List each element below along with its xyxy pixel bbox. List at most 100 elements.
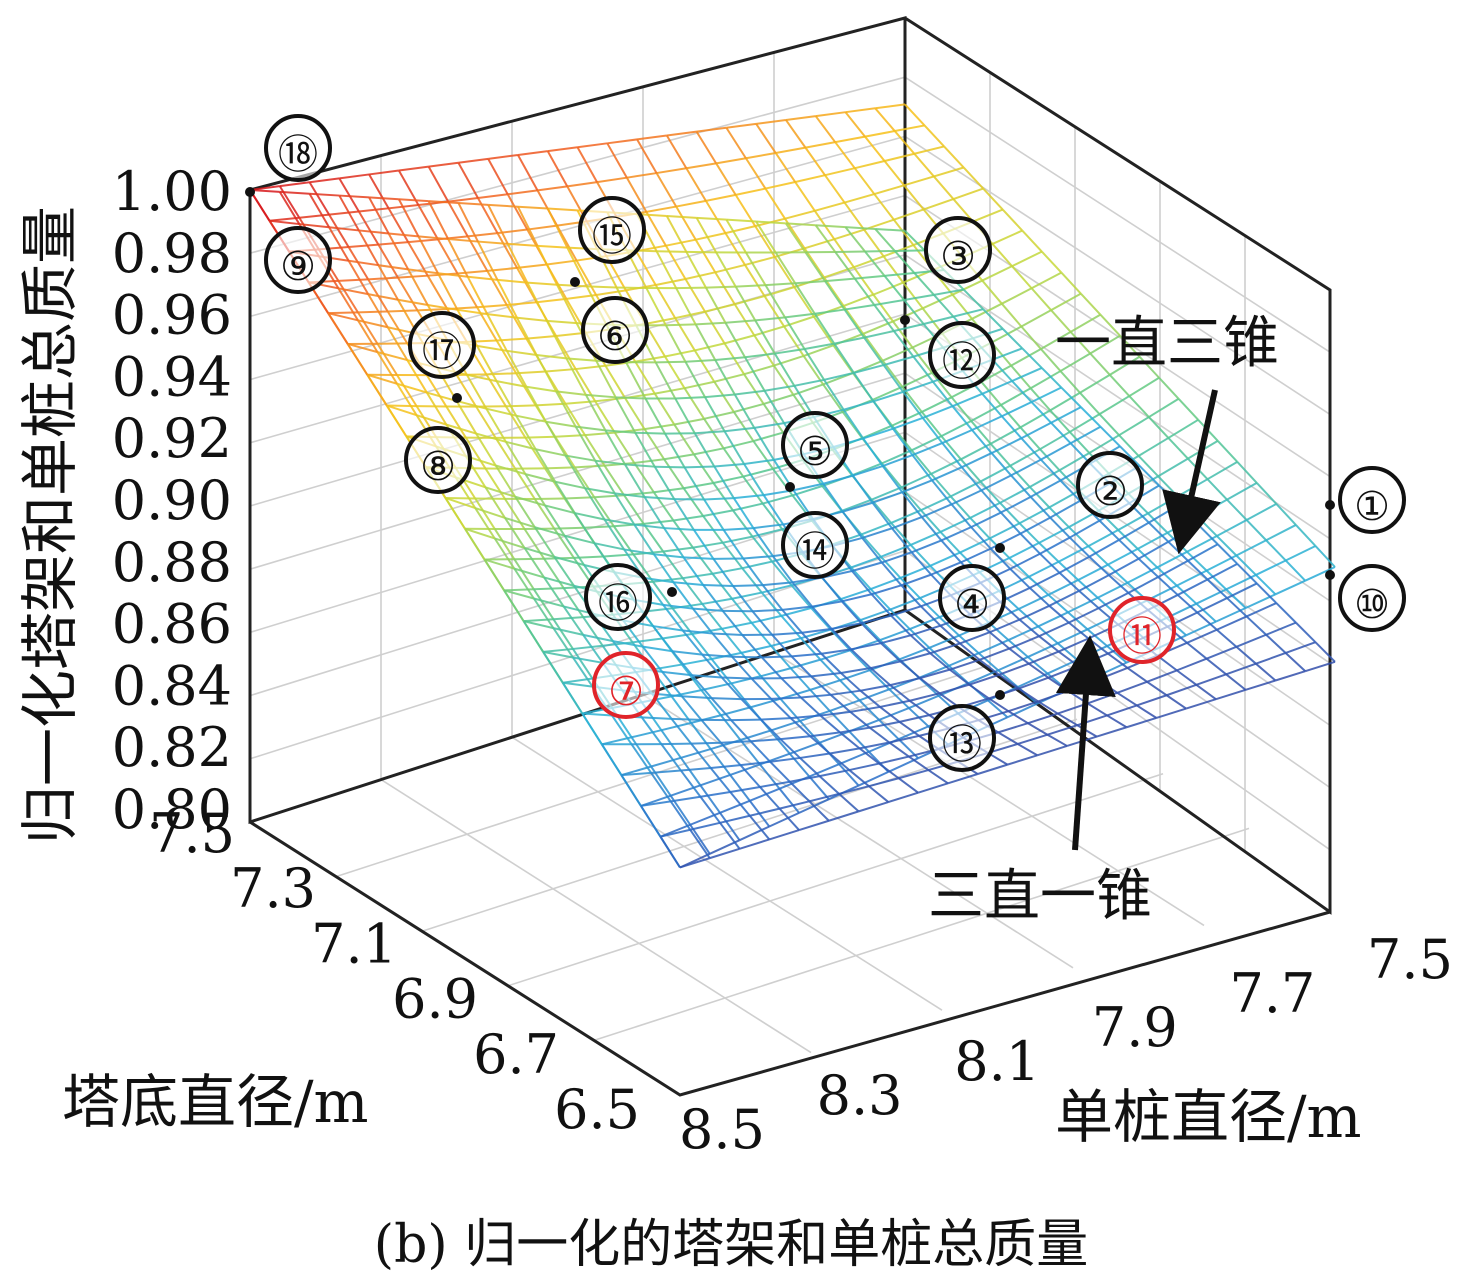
mesh-segment: [533, 597, 564, 608]
point-marker: ③: [924, 216, 992, 284]
y-tick-label: 7.5: [1367, 928, 1453, 991]
marker-ring: [928, 321, 996, 389]
mesh-segment: [715, 157, 747, 165]
mesh-segment: [1069, 431, 1091, 454]
mesh-segment: [607, 138, 638, 145]
mesh-segment: [696, 126, 727, 133]
mesh-segment: [880, 634, 911, 645]
mesh-segment: [643, 576, 674, 584]
mesh-segment: [643, 496, 665, 529]
mesh-segment: [357, 229, 380, 266]
mesh-segment: [1050, 422, 1072, 444]
mesh-segment: [878, 707, 910, 721]
mesh-segment: [1088, 555, 1110, 576]
mesh-segment: [939, 683, 970, 695]
marker-ring: [581, 296, 649, 364]
mesh-segment: [1048, 590, 1080, 607]
mesh-segment: [771, 560, 793, 586]
mesh-segment: [893, 330, 915, 358]
mesh-segment: [909, 699, 930, 716]
mesh-segment: [842, 409, 865, 440]
mesh-segment: [337, 280, 359, 313]
mesh-segment: [871, 502, 893, 529]
mesh-segment: [749, 807, 780, 817]
mesh-segment: [834, 228, 865, 241]
mesh-segment: [513, 558, 535, 590]
mesh-segment: [553, 556, 575, 587]
mesh-segment: [494, 537, 525, 549]
mesh-segment: [517, 206, 539, 247]
point-markers: ⑱ ⑨ ⑮ ⑥ ⑰ ⑧ ③ ⑫ ⑤ ⑭ ② ① ⑩ ④ ⑪ ⑯ ⑦ ⑬: [245, 114, 1406, 772]
mesh-segment: [1059, 479, 1081, 502]
x-tick-label: 6.5: [554, 1078, 640, 1141]
mesh-segment: [1176, 569, 1208, 587]
mesh-segment: [652, 625, 674, 652]
mesh-segment: [418, 235, 449, 241]
mesh-segment: [794, 282, 816, 315]
mesh-segment: [679, 857, 711, 869]
mesh-segment: [562, 605, 585, 636]
mesh-segment: [623, 494, 645, 525]
mesh-segment: [457, 308, 488, 316]
mesh-segment: [894, 249, 925, 252]
mesh-segment: [730, 675, 762, 685]
mesh-segment: [544, 467, 566, 499]
mesh-segment: [526, 282, 548, 322]
mesh-segment: [892, 428, 914, 456]
mesh-segment: [838, 785, 870, 795]
mesh-segment: [624, 463, 646, 498]
mesh-segment: [1047, 676, 1069, 692]
mesh-segment: [870, 667, 891, 686]
mesh-segment: [864, 249, 895, 253]
marker-ring: [1076, 451, 1144, 519]
mesh-segment: [691, 674, 713, 699]
surface-label-one-straight-three-cone: 一直三锥: [1055, 311, 1279, 376]
mesh-segment: [1146, 680, 1168, 697]
mesh-segment: [1059, 555, 1090, 574]
mesh-segment: [522, 620, 545, 653]
mesh-segment: [853, 266, 875, 296]
mesh-segment: [958, 634, 980, 654]
mesh-segment: [1070, 313, 1101, 333]
mesh-segment: [749, 787, 780, 802]
mesh-segment: [339, 194, 370, 199]
mesh-segment: [555, 390, 577, 428]
mesh-segment: [1235, 539, 1267, 557]
mesh-segment: [339, 173, 370, 180]
mesh-segment: [465, 374, 488, 410]
mesh-segment: [1011, 265, 1033, 289]
mesh-segment: [693, 529, 715, 560]
mesh-segment: [978, 658, 1000, 676]
mesh-segment: [820, 653, 842, 674]
mesh-segment: [721, 676, 752, 680]
mesh-segment: [644, 423, 675, 431]
mesh-segment: [670, 795, 701, 803]
mesh-segment: [685, 358, 716, 363]
mesh-segment: [938, 616, 960, 637]
mesh-segment: [358, 211, 380, 246]
mesh-segment: [309, 177, 340, 184]
mesh-segment: [458, 157, 489, 164]
mesh-segment: [769, 730, 791, 755]
mesh-segment: [822, 383, 844, 413]
mesh-segment: [785, 119, 807, 149]
mesh-segment: [1020, 421, 1052, 440]
mesh-segment: [689, 829, 711, 859]
data-point-dot: [667, 587, 677, 597]
mesh-segment: [1097, 581, 1128, 599]
mesh-segment: [634, 458, 665, 464]
mesh-segment: [951, 489, 982, 506]
mesh-segment: [889, 684, 911, 702]
mesh-segment: [819, 714, 841, 734]
mesh-segment: [665, 135, 688, 169]
z-tick-label: 0.86: [112, 593, 232, 656]
mesh-segment: [1047, 579, 1079, 596]
mesh-segment: [507, 242, 538, 247]
mesh-segment: [732, 655, 762, 659]
mesh-segment: [931, 466, 963, 482]
mesh-segment: [543, 576, 575, 587]
mesh-segment: [366, 373, 398, 385]
mesh-segment: [1039, 448, 1061, 471]
mesh-segment: [556, 284, 578, 324]
mesh-segment: [406, 359, 428, 394]
